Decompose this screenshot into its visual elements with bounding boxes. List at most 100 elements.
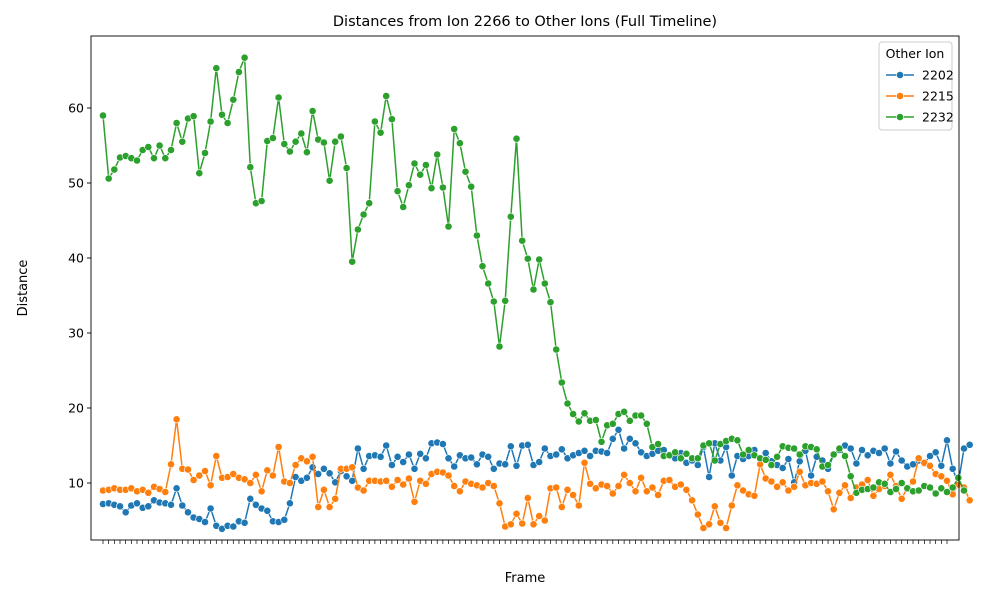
legend-label: 2202 (922, 68, 954, 83)
data-point (739, 450, 747, 459)
data-point (189, 112, 198, 121)
data-point (399, 458, 408, 466)
legend-marker (896, 92, 904, 100)
chart-title: Distances from Ion 2266 to Other Ions (F… (333, 14, 717, 30)
data-point (654, 491, 662, 499)
data-point (693, 510, 702, 519)
data-point (461, 167, 470, 176)
data-point (722, 524, 730, 532)
data-point (150, 154, 158, 163)
data-point (841, 452, 849, 460)
data-point (846, 444, 855, 453)
data-point (246, 494, 255, 503)
data-point (937, 484, 946, 493)
data-point (523, 254, 532, 263)
data-point (467, 182, 476, 191)
data-point (943, 488, 951, 496)
data-point (144, 502, 153, 511)
data-point (699, 524, 708, 532)
data-point (274, 93, 283, 102)
data-point (676, 480, 685, 489)
data-point (897, 479, 906, 487)
data-point (824, 487, 832, 496)
data-point (778, 464, 787, 472)
data-point (960, 486, 968, 495)
data-point (121, 508, 130, 517)
data-point (206, 504, 215, 513)
data-point (359, 210, 368, 219)
data-point (336, 132, 345, 141)
data-point (297, 129, 306, 138)
legend-label: 2232 (922, 110, 954, 125)
data-point (869, 483, 878, 492)
data-point (421, 454, 430, 463)
data-point (501, 296, 510, 305)
data-point (404, 450, 413, 459)
data-point (937, 461, 946, 470)
data-point (767, 477, 776, 486)
series-2202 (99, 425, 974, 533)
data-point (195, 169, 204, 178)
data-point (251, 500, 260, 509)
data-point (319, 485, 328, 494)
legend-title: Other Ion (886, 46, 945, 61)
data-point (178, 501, 187, 510)
data-point (495, 342, 504, 351)
data-point (586, 479, 594, 488)
data-point (376, 452, 385, 461)
data-point (421, 161, 430, 169)
data-point (382, 92, 391, 100)
legend-marker (896, 71, 904, 79)
data-point (784, 455, 793, 463)
data-point (744, 446, 753, 454)
data-point (608, 434, 617, 443)
data-point (631, 487, 640, 496)
data-point (948, 464, 957, 473)
data-point (189, 476, 198, 484)
data-point (614, 482, 623, 490)
data-point (433, 150, 442, 159)
data-point (450, 125, 459, 133)
data-point (761, 449, 770, 457)
data-point (557, 503, 566, 511)
data-point (382, 441, 391, 450)
data-point (302, 457, 311, 466)
data-point (348, 257, 357, 266)
data-point (201, 149, 209, 157)
data-point (314, 503, 323, 511)
data-point (540, 279, 549, 288)
data-point (206, 481, 215, 490)
data-point (263, 506, 272, 515)
data-point (167, 460, 175, 469)
data-point (892, 447, 900, 456)
data-point (285, 479, 294, 487)
data-point (846, 494, 855, 502)
data-point (184, 508, 192, 517)
data-point (733, 436, 742, 445)
data-point (909, 477, 917, 486)
data-point (914, 486, 923, 495)
data-point (393, 476, 402, 484)
data-point (438, 440, 447, 448)
data-point (359, 486, 368, 495)
data-point (637, 448, 645, 457)
data-point (472, 460, 481, 469)
data-point (387, 461, 396, 469)
data-point (246, 163, 255, 172)
legend-item-2202: 2202 (886, 68, 954, 83)
data-point (246, 479, 255, 487)
data-point (943, 436, 951, 445)
data-point (614, 425, 623, 434)
data-point (812, 445, 821, 454)
data-point (773, 452, 781, 461)
data-point (580, 409, 589, 418)
legend-item-2215: 2215 (886, 89, 954, 104)
data-point (251, 470, 260, 479)
data-point (280, 140, 289, 148)
data-point (484, 279, 493, 288)
data-point (773, 482, 781, 491)
data-point (841, 481, 849, 490)
data-point (450, 462, 459, 471)
data-point (257, 197, 266, 205)
data-point (229, 95, 238, 104)
